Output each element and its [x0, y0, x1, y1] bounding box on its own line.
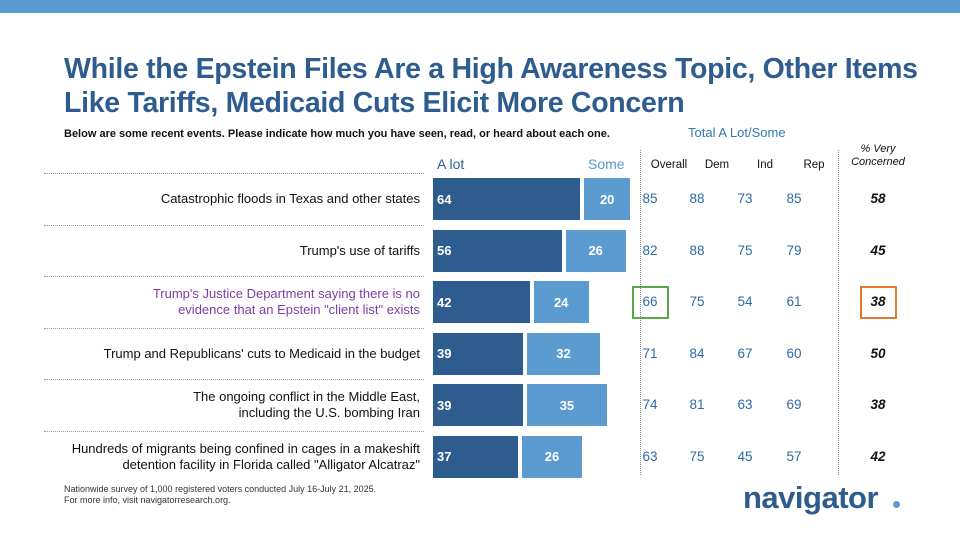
row-separator — [44, 327, 424, 329]
top-accent-bar — [0, 0, 960, 13]
row-separator — [44, 173, 424, 174]
header-rep: Rep — [803, 159, 825, 171]
value-very-concerned: 38 — [870, 294, 886, 309]
value-dem: 84 — [689, 345, 705, 361]
bar-a-lot: 39 — [433, 332, 523, 375]
value-very-concerned: 50 — [870, 345, 886, 361]
row-label-line: detention facility in Florida called "Al… — [122, 456, 420, 472]
value-rep: 57 — [786, 448, 802, 464]
row-separator — [44, 379, 424, 380]
row-label: Trump and Republicans' cuts to Medicaid … — [103, 345, 420, 361]
row-label: Catastrophic floods in Texas and other s… — [160, 191, 420, 206]
legend-some: Some — [588, 156, 625, 172]
legend-a-lot: A lot — [437, 156, 465, 172]
row-label: Trump's Justice Department saying there … — [20, 286, 420, 318]
bar-some: 24 — [533, 281, 589, 323]
bar-a-lot: 42 — [433, 281, 530, 323]
value-overall: 85 — [642, 191, 658, 206]
bar-a-lot: 64 — [433, 178, 581, 220]
value-very-concerned: 45 — [870, 242, 886, 258]
value-rep: 69 — [786, 397, 802, 412]
total-a-lot-some-label: Total A Lot/Some — [688, 125, 786, 140]
row-separator — [44, 276, 424, 277]
value-overall: 66 — [642, 294, 658, 309]
bar-some: 26 — [522, 435, 582, 478]
row-label: The ongoing conflict in the Middle East,… — [20, 389, 420, 421]
bar-some: 26 — [565, 229, 626, 272]
header-dem: Dem — [704, 159, 730, 171]
value-very-concerned: 58 — [870, 191, 886, 206]
value-ind: 75 — [737, 242, 753, 258]
value-dem: 81 — [689, 397, 705, 412]
value-rep: 85 — [786, 191, 802, 206]
value-ind: 73 — [737, 191, 753, 206]
footnote-link: For more info, visit navigatorresearch.o… — [64, 495, 231, 505]
bar-some: 20 — [584, 178, 631, 220]
page-title: While the Epstein Files Are a High Aware… — [64, 53, 918, 119]
value-rep: 79 — [786, 242, 802, 258]
header-ind: Ind — [757, 159, 773, 171]
value-very-concerned: 38 — [870, 397, 886, 412]
bar-a-lot: 56 — [433, 229, 562, 272]
bar-a-lot: 37 — [433, 435, 519, 478]
bar-some: 35 — [526, 384, 608, 426]
value-rep: 61 — [786, 294, 802, 309]
value-rep: 60 — [786, 345, 802, 361]
value-overall: 74 — [642, 397, 658, 412]
navigator-logo: navigator — [743, 480, 879, 515]
value-dem: 88 — [689, 242, 705, 258]
row-label: Hundreds of migrants being confined in c… — [20, 441, 420, 473]
row-label-line: including the U.S. bombing Iran — [238, 405, 420, 420]
value-dem: 75 — [689, 294, 705, 309]
row-label: Trump's use of tariffs — [299, 242, 420, 258]
value-ind: 45 — [737, 448, 753, 464]
bar-some: 32 — [526, 332, 601, 375]
value-ind: 54 — [737, 294, 753, 309]
value-ind: 67 — [737, 345, 753, 361]
footnote: Nationwide survey of 1,000 registered vo… — [64, 484, 376, 506]
header-very-concerned: % Very Concerned — [851, 143, 905, 168]
footnote-survey: Nationwide survey of 1,000 registered vo… — [64, 484, 377, 494]
highlight-box-very-concerned — [859, 285, 897, 319]
row-label-line: Hundreds of migrants being confined in c… — [71, 440, 420, 456]
divider-line — [838, 150, 839, 475]
logo-dot — [893, 501, 900, 508]
row-label-line: evidence that an Epstein "client list" e… — [178, 302, 420, 317]
row-separator — [44, 224, 424, 226]
header-overall: Overall — [650, 159, 688, 171]
highlight-box-overall — [631, 285, 669, 319]
bar-a-lot: 39 — [433, 384, 523, 426]
value-ind: 63 — [737, 397, 753, 412]
divider-line — [640, 150, 641, 475]
value-dem: 88 — [689, 191, 705, 206]
row-separator — [44, 430, 424, 432]
value-overall: 82 — [642, 242, 658, 258]
value-dem: 75 — [689, 448, 705, 464]
row-label-line: The ongoing conflict in the Middle East, — [193, 389, 420, 404]
value-very-concerned: 42 — [870, 448, 886, 464]
row-label-line: Trump's Justice Department saying there … — [152, 286, 420, 301]
subtitle: Below are some recent events. Please ind… — [64, 128, 610, 140]
value-overall: 63 — [642, 448, 658, 464]
value-overall: 71 — [642, 345, 658, 361]
